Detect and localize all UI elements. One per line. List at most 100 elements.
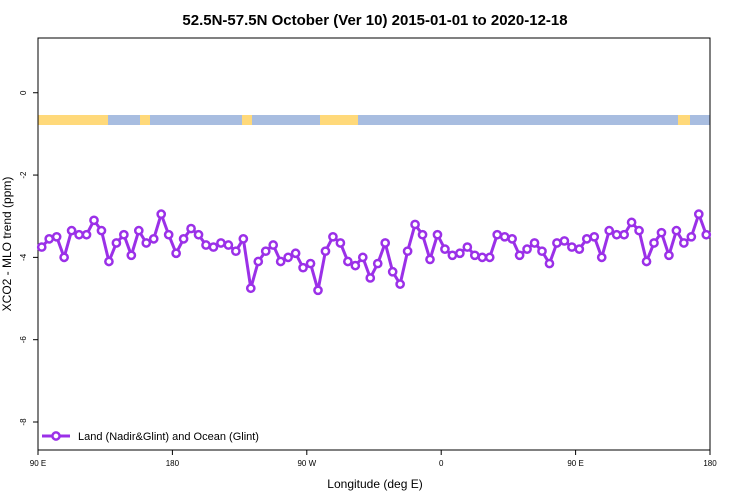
data-point bbox=[664, 250, 674, 261]
data-point bbox=[178, 234, 189, 244]
data-point bbox=[51, 231, 62, 242]
ocean-strip bbox=[150, 115, 242, 125]
data-point bbox=[559, 236, 570, 246]
x-tick-label: 90 E bbox=[30, 459, 46, 468]
data-point bbox=[156, 209, 167, 220]
data-point bbox=[231, 246, 241, 257]
data-point bbox=[537, 246, 547, 257]
data-point bbox=[469, 250, 480, 261]
y-tick-label: -8 bbox=[19, 418, 28, 426]
data-point bbox=[402, 246, 413, 257]
data-point bbox=[268, 240, 279, 250]
data-point bbox=[477, 252, 488, 263]
data-point bbox=[499, 231, 510, 242]
data-point bbox=[141, 238, 152, 248]
data-point bbox=[216, 238, 226, 248]
data-point bbox=[171, 248, 181, 259]
ocean-strip bbox=[252, 115, 320, 125]
data-point bbox=[36, 242, 47, 252]
data-point bbox=[574, 244, 585, 254]
data-point bbox=[395, 279, 405, 289]
y-tick-label: -6 bbox=[19, 336, 28, 344]
data-point bbox=[552, 238, 562, 248]
data-point bbox=[133, 225, 144, 236]
data-point bbox=[290, 248, 301, 259]
data-point bbox=[365, 273, 376, 283]
data-point bbox=[148, 234, 159, 244]
data-point bbox=[208, 242, 219, 252]
data-point bbox=[126, 250, 137, 261]
data-point bbox=[701, 229, 712, 240]
data-point bbox=[104, 256, 114, 267]
data-point bbox=[298, 262, 308, 273]
data-point bbox=[260, 246, 271, 257]
data-point bbox=[462, 242, 473, 252]
data-point bbox=[671, 225, 682, 236]
data-point bbox=[492, 229, 503, 240]
data-point bbox=[111, 238, 122, 248]
data-point bbox=[432, 229, 443, 240]
data-point bbox=[679, 238, 689, 248]
data-point bbox=[455, 248, 465, 259]
data-point bbox=[604, 225, 615, 236]
x-tick-label: 90 W bbox=[297, 459, 316, 468]
x-tick-label: 180 bbox=[166, 459, 180, 468]
x-tick-label: 0 bbox=[439, 459, 444, 468]
data-point bbox=[357, 252, 368, 263]
data-point bbox=[163, 229, 174, 240]
data-point bbox=[305, 258, 316, 269]
data-point bbox=[313, 285, 323, 296]
y-tick-label: -2 bbox=[19, 171, 28, 179]
data-point bbox=[253, 256, 264, 267]
data-point bbox=[484, 252, 495, 263]
legend-marker bbox=[51, 431, 61, 441]
x-tick-label: 180 bbox=[703, 459, 717, 468]
data-point bbox=[44, 234, 55, 244]
data-point bbox=[507, 234, 517, 244]
data-point bbox=[619, 229, 629, 240]
data-point bbox=[275, 256, 286, 267]
data-point bbox=[283, 252, 293, 263]
data-point bbox=[417, 229, 428, 240]
data-point bbox=[223, 240, 234, 250]
y-tick-label: -4 bbox=[19, 253, 28, 261]
data-point bbox=[320, 246, 331, 257]
data-point bbox=[193, 229, 204, 240]
data-point bbox=[626, 217, 637, 228]
data-point bbox=[328, 231, 338, 242]
data-point bbox=[649, 238, 659, 248]
data-point bbox=[245, 283, 256, 294]
data-point bbox=[529, 238, 540, 248]
data-point bbox=[686, 231, 697, 242]
y-tick-label: 0 bbox=[19, 90, 28, 95]
data-point bbox=[514, 250, 525, 261]
plot-frame bbox=[37, 37, 711, 451]
data-point bbox=[74, 229, 84, 240]
data-point bbox=[81, 229, 92, 240]
data-point bbox=[589, 231, 600, 242]
data-point bbox=[59, 252, 69, 263]
data-point bbox=[656, 227, 667, 238]
data-point bbox=[611, 229, 622, 240]
data-point bbox=[89, 215, 99, 226]
chart-title: 52.5N-57.5N October (Ver 10) 2015-01-01 … bbox=[182, 12, 567, 29]
data-point bbox=[567, 242, 577, 252]
land-ocean-strip bbox=[38, 115, 710, 125]
legend-label: Land (Nadir&Glint) and Ocean (Glint) bbox=[78, 431, 259, 443]
data-point bbox=[641, 256, 652, 267]
data-point bbox=[425, 254, 435, 265]
data-point bbox=[119, 229, 129, 240]
data-point bbox=[693, 209, 704, 220]
data-point bbox=[634, 225, 644, 236]
data-point bbox=[350, 260, 361, 271]
data-point bbox=[447, 250, 458, 261]
data-point bbox=[410, 219, 420, 230]
ocean-strip bbox=[358, 115, 678, 125]
data-point bbox=[380, 238, 391, 248]
data-point bbox=[440, 244, 450, 254]
data-point bbox=[238, 234, 249, 244]
ocean-strip bbox=[690, 115, 710, 125]
data-point bbox=[343, 256, 353, 267]
data-point bbox=[186, 223, 196, 234]
data-point bbox=[372, 258, 383, 269]
